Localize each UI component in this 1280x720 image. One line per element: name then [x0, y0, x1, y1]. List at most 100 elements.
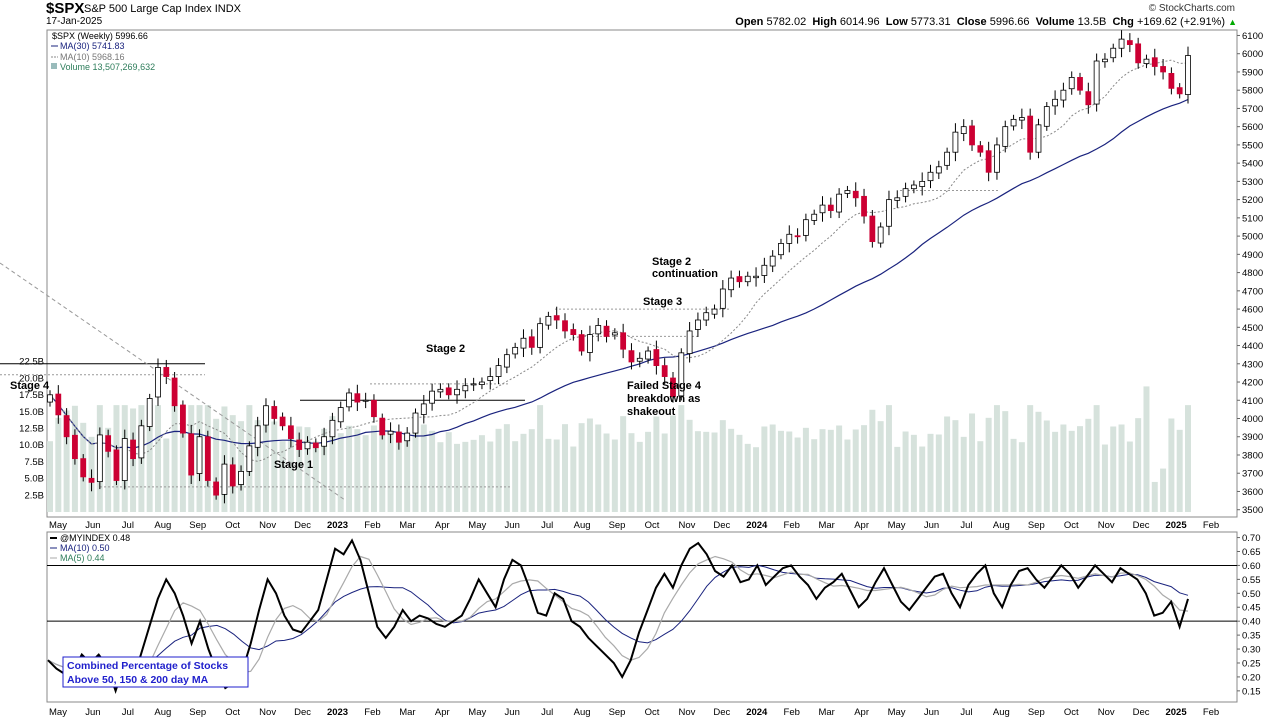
x-tick-label: Sep [609, 707, 626, 718]
x-tick-label: Aug [574, 707, 591, 718]
candle-body [611, 332, 618, 336]
volume-bar [603, 433, 610, 512]
candle-body [121, 438, 128, 481]
volume-bar [503, 424, 510, 512]
x-tick-label: Aug [154, 520, 171, 531]
indicator-tick-label: 0.70 [1242, 533, 1261, 544]
x-tick-label: Dec [294, 707, 311, 718]
x-axis-upper: May Jun Jul Aug Sep Oct Nov Dec 2023 Feb Mar Apr May… [49, 520, 1219, 531]
candle-body [861, 195, 867, 217]
candle-body [296, 439, 303, 450]
volume-bar [354, 429, 361, 512]
legend-ind-ma5: MA(5) 0.44 [60, 553, 105, 563]
volume-bar [944, 416, 951, 512]
volume-tick-label: 7.5B [24, 457, 44, 468]
candle-body [271, 406, 278, 419]
price-panel-frame [46, 29, 1238, 518]
x-tick-label: Jul [122, 707, 134, 718]
chart-header: $SPX S&P 500 Large Cap Index INDX 17-Jan… [0, 0, 1280, 30]
candle-body [1118, 38, 1125, 49]
volume-bar [827, 429, 834, 512]
candle-body [744, 275, 751, 283]
x-tick-label: Apr [854, 520, 869, 531]
candle-body [196, 436, 203, 474]
price-tick-label: 4600 [1242, 305, 1263, 316]
x-tick-label: 2024 [746, 707, 768, 718]
volume-bar [146, 405, 153, 512]
annotation-stage2: Stage 2 [426, 343, 465, 355]
volume-bar [528, 429, 535, 512]
volume-bar [1143, 386, 1150, 512]
volume-bar [1135, 418, 1142, 512]
x-tick-label: Aug [993, 520, 1010, 531]
x-tick-label: 2024 [746, 520, 768, 531]
volume-bar [55, 417, 62, 512]
candle-body [1010, 118, 1017, 127]
volume-bar [636, 441, 643, 512]
candle-body [287, 425, 294, 439]
x-tick-label: Feb [364, 520, 380, 531]
candle-body [263, 405, 269, 426]
x-tick-label: Sep [189, 520, 206, 531]
candle-body [105, 435, 112, 452]
volume-bar [337, 433, 344, 512]
volume-bar [262, 415, 269, 512]
volume-bar [744, 443, 751, 512]
volume-bar [661, 433, 668, 512]
volume-bar [537, 405, 544, 512]
x-tick-label: Oct [1064, 520, 1079, 531]
candle-body [47, 394, 53, 403]
x-tick-label: Oct [225, 707, 240, 718]
annotation-stage4: Stage 4 [10, 380, 50, 392]
candle-body [844, 190, 851, 194]
description-line1: Combined Percentage of Stocks [67, 660, 228, 672]
symbol-name: S&P 500 Large Cap Index INDX [84, 3, 241, 15]
x-tick-label: Jul [541, 707, 553, 718]
volume-bar [1185, 405, 1191, 512]
volume-bar [63, 410, 70, 512]
low-value: 5773.31 [910, 16, 951, 28]
candle-body [445, 387, 452, 396]
volume-bar [1035, 411, 1042, 512]
candle-body [977, 145, 984, 153]
indicator-tick-label: 0.30 [1242, 645, 1261, 656]
x-tick-label: Feb [784, 707, 800, 718]
candle-body [1151, 57, 1158, 67]
indicator-tick-label: 0.45 [1242, 603, 1261, 614]
candle-body [1068, 77, 1075, 90]
candle-body [1018, 117, 1025, 121]
volume-bar [279, 441, 286, 512]
candle-body [462, 385, 469, 392]
candle-body [636, 357, 643, 362]
candle-body [919, 180, 926, 187]
volume-bar [686, 419, 693, 512]
x-tick-label: Nov [259, 520, 276, 531]
volume-bar [570, 446, 577, 512]
candle-body [304, 441, 311, 450]
indicator-tick-label: 0.50 [1242, 589, 1261, 600]
x-tick-label: Feb [1203, 707, 1219, 718]
candle-body [437, 388, 444, 393]
candle-body [171, 377, 178, 407]
candle-body [138, 425, 145, 459]
candle-body [512, 346, 519, 355]
candle-body [1043, 106, 1050, 127]
volume-bar [952, 420, 959, 512]
description-line2: Above 50, 150 & 200 day MA [67, 674, 209, 686]
volume-bar [445, 432, 452, 512]
candle-body [1160, 66, 1166, 73]
volume-bar [1027, 405, 1034, 512]
x-tick-label: Feb [1203, 520, 1219, 531]
x-tick-label: Aug [993, 707, 1010, 718]
price-tick-label: 5200 [1242, 195, 1263, 206]
indicator-tick-label: 0.65 [1242, 547, 1261, 558]
volume-bar [321, 428, 328, 512]
volume-bar [628, 433, 635, 512]
candle-body [603, 325, 610, 337]
volume-bar [1160, 468, 1167, 512]
volume-bar [1060, 424, 1067, 512]
annotation-failed-line3: shakeout [627, 406, 676, 418]
volume-bar [894, 446, 901, 512]
candle-body [204, 436, 211, 481]
candle-body [337, 407, 344, 423]
